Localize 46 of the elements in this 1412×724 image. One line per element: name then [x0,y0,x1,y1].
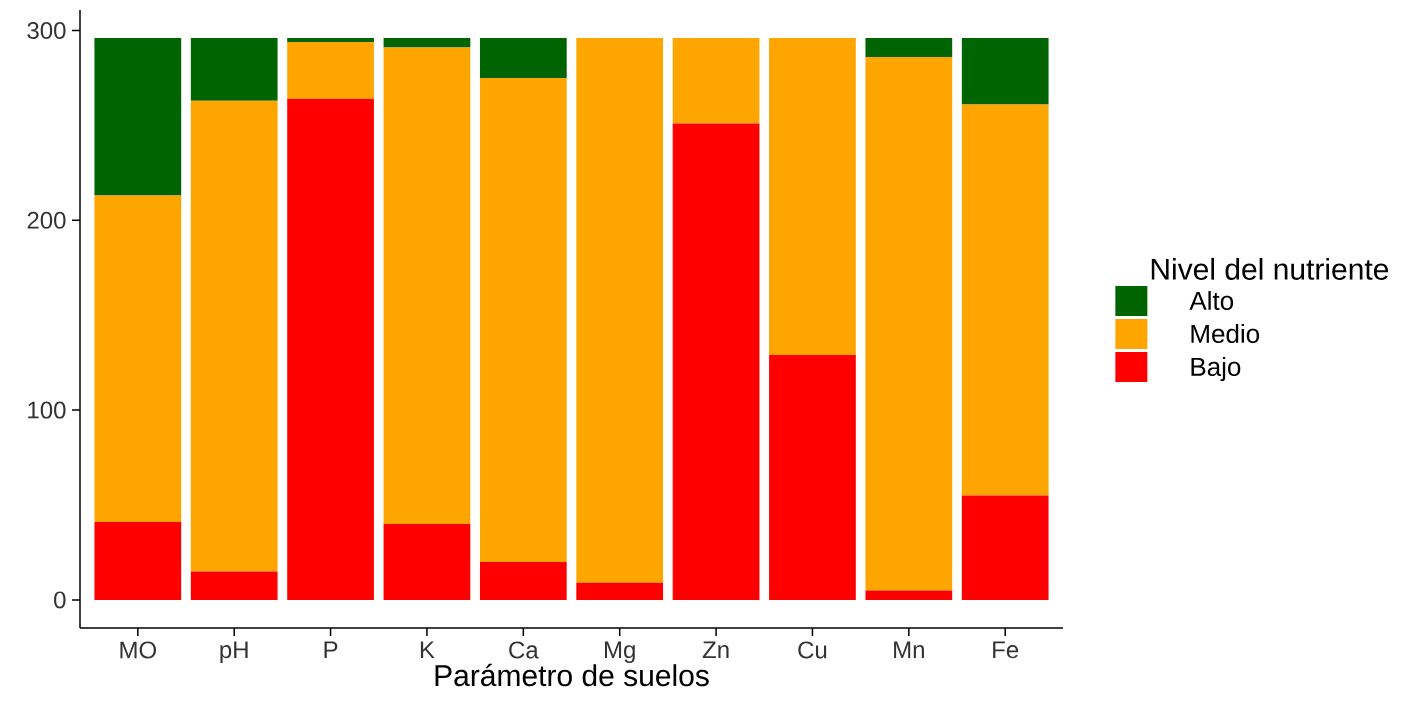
legend-label: Bajo [1191,356,1241,382]
x-tick-label: Mg [605,641,635,664]
bar [865,57,953,591]
bar [769,355,856,600]
y-tick-label: 200 [27,211,66,229]
bar [672,123,760,600]
legend-title: Nivel del nutriente [1151,257,1389,280]
x-tick-label: Fe [993,641,1019,659]
bar [383,47,471,524]
bar [383,38,471,48]
bar [865,590,953,600]
x-tick-label: K [420,641,435,659]
bar [94,38,182,196]
x-tick-label: Cu [798,641,827,659]
x-tick-label: P [324,641,338,659]
x-tick-label: Ca [509,641,539,659]
bar [190,38,278,101]
y-tick-label: 300 [27,21,66,39]
bar [479,38,567,78]
bar [94,195,182,523]
x-tick-label: MO [120,641,156,659]
bar [576,38,664,583]
x-tick-label: Zn [702,641,729,659]
bar [961,495,1049,600]
bar [961,38,1049,105]
bar [576,582,664,600]
bar [287,41,374,99]
y-tick-label: 100 [28,401,66,419]
bar [769,38,856,356]
bar [94,522,182,600]
bar [287,98,374,600]
bar [865,38,953,58]
x-tick-label: pH [220,641,248,664]
legend-label: Alto [1189,290,1234,311]
bar [672,38,760,124]
bar [383,523,471,600]
bar [961,104,1049,496]
x-axis-title: Parámetro de suelos [435,663,709,687]
bar [479,77,567,562]
bar [479,561,567,600]
bar [190,571,278,600]
bar [190,100,278,572]
legend-label: Medio [1191,323,1260,344]
x-tick-label: Mn [894,641,924,659]
bar [287,38,374,42]
y-tick-label: 0 [54,591,66,609]
